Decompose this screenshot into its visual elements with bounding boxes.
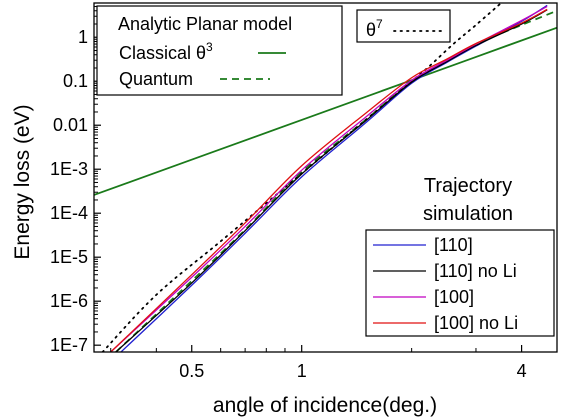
legend-analytic-model: Analytic Planar model Classical θ3 Quant… — [96, 5, 343, 96]
legend-quantum-label: Quantum — [119, 69, 193, 89]
y-tick-label: 0.1 — [63, 71, 88, 91]
y-tick-label: 1 — [78, 27, 88, 47]
series-line-7 — [101, 3, 502, 352]
x-tick-label: 1 — [297, 361, 307, 381]
series-line-110-no-li — [115, 9, 548, 352]
legend-trajectory-frame — [365, 229, 555, 337]
y-tick-label: 1E-4 — [50, 203, 88, 223]
legend-theta7-label: θ7 — [366, 17, 383, 40]
y-tick-label: 0.01 — [53, 115, 88, 135]
legend-100-label: [100] — [434, 287, 474, 307]
x-tick-label: 4 — [517, 361, 527, 381]
axis-ticks: 0.5 1 4 1 0.1 0.01 1E-3 1E-4 1E-5 1E-6 1E-7 — [50, 2, 558, 381]
legend-trajectory: Trajectory simulation [110] [110] no Li … — [365, 175, 555, 337]
series-layer — [94, 3, 557, 352]
legend-100-noli-label: [100] no Li — [434, 313, 518, 333]
legend-110-label: [110] — [434, 235, 473, 255]
legend-trajectory-title-1: Trajectory — [424, 175, 512, 197]
series-line-classical-3 — [94, 26, 557, 196]
y-axis-title: Energy loss (eV) — [11, 104, 34, 259]
plot-frame — [93, 2, 558, 353]
legend-analytic-title: Analytic Planar model — [118, 14, 292, 34]
legend-theta7-frame — [356, 9, 451, 43]
y-tick-label: 1E-5 — [50, 247, 88, 267]
y-tick-label: 1E-7 — [50, 335, 88, 355]
y-tick-label: 1E-6 — [50, 291, 88, 311]
y-tick-label: 1E-3 — [50, 159, 88, 179]
legend-theta7: θ7 — [356, 9, 451, 43]
legend-110-noli-label: [110] no Li — [434, 261, 517, 281]
legend-classical-label: Classical θ3 — [119, 40, 213, 63]
legend-trajectory-title-2: simulation — [423, 203, 513, 225]
series-line-100-no-li — [110, 8, 548, 352]
x-axis-title: angle of incidence(deg.) — [213, 394, 437, 417]
x-tick-label: 0.5 — [179, 361, 204, 381]
legend-analytic-frame — [96, 5, 343, 96]
